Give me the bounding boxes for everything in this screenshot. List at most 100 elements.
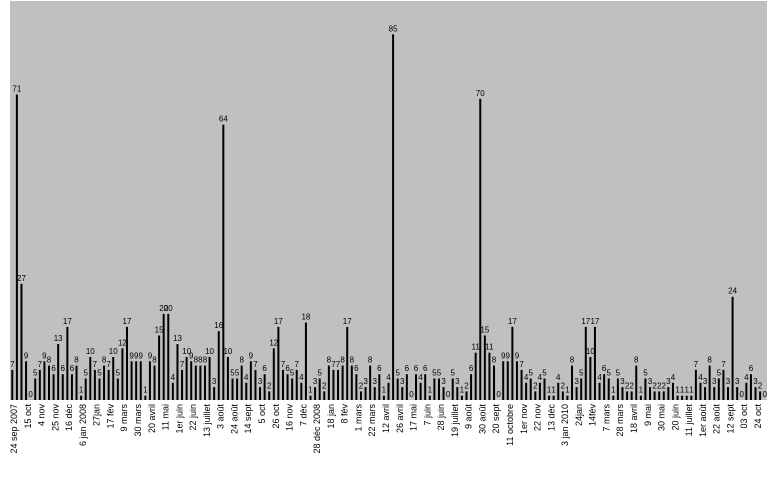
bar: [717, 378, 720, 400]
bar: [259, 387, 262, 400]
data-label: 13: [173, 334, 182, 343]
bar: [676, 395, 679, 400]
bar: [538, 382, 541, 400]
bar: [254, 369, 257, 400]
x-tick-labels-layer: 24 sep 2007 15 oct 4 nov 25 nov 16 déc 6 jan …: [9, 404, 763, 454]
data-label: 8: [327, 356, 332, 365]
x-tick-label: 22 août: [712, 404, 722, 435]
bar: [341, 365, 344, 400]
data-label: 10: [109, 347, 118, 356]
x-tick-label: 20 avril: [147, 404, 157, 433]
data-label: 7: [336, 360, 341, 369]
x-tick-label: 7 mars: [601, 404, 611, 432]
data-label: 0: [762, 390, 767, 399]
bar: [153, 365, 156, 400]
data-label: 2: [662, 381, 667, 390]
x-tick-label: 7 déc: [298, 404, 308, 427]
data-label: 3: [703, 377, 708, 386]
bar: [194, 365, 197, 400]
bar: [419, 382, 422, 400]
bar: [125, 326, 128, 400]
bar: [249, 361, 252, 400]
bar: [103, 365, 106, 400]
bar: [474, 352, 477, 400]
data-label: 7: [10, 360, 15, 369]
data-label: 5: [317, 368, 322, 377]
data-label: 18: [301, 313, 310, 322]
x-tick-label: 27jan: [92, 404, 102, 426]
bar: [112, 356, 115, 400]
bar: [424, 374, 427, 400]
data-label: 5: [97, 368, 102, 377]
data-label: 6: [377, 364, 382, 373]
data-label: 8: [368, 356, 373, 365]
bar: [364, 387, 367, 400]
bar: [176, 344, 179, 400]
bar: [561, 391, 564, 400]
bar: [621, 387, 624, 400]
bar: [34, 378, 37, 400]
bar: [43, 361, 46, 400]
data-label: 64: [219, 115, 228, 124]
data-label: 5: [290, 368, 295, 377]
bar: [359, 391, 362, 400]
bar: [566, 395, 569, 400]
data-label: 7: [180, 360, 185, 369]
x-tick-label: 1er août: [698, 404, 708, 438]
data-label: 0: [28, 390, 33, 399]
bar: [699, 382, 702, 400]
bar: [612, 395, 615, 400]
bar: [470, 374, 473, 400]
bar: [392, 34, 395, 401]
bar: [89, 356, 92, 400]
data-label: 4: [524, 373, 529, 382]
bar: [557, 382, 560, 400]
data-label: 6: [469, 364, 474, 373]
data-label: 8: [203, 356, 208, 365]
bar: [635, 365, 638, 400]
data-label: 4: [418, 373, 423, 382]
data-label: 6: [285, 364, 290, 373]
data-label: 9: [515, 351, 520, 360]
bar: [327, 365, 330, 400]
data-label: 5: [528, 368, 533, 377]
x-tick-label: 19 juillet: [450, 404, 460, 438]
data-label: 8: [47, 356, 52, 365]
bar: [369, 365, 372, 400]
data-label: 7: [93, 360, 98, 369]
x-tick-label: 3 jan 2010: [560, 404, 570, 446]
data-label: 12: [118, 338, 127, 347]
data-label: 8: [194, 356, 199, 365]
data-label: 17: [274, 317, 283, 326]
bar: [598, 382, 601, 400]
bar: [240, 365, 243, 400]
data-label: 5: [616, 368, 621, 377]
data-label: 4: [744, 373, 749, 382]
bar: [80, 395, 83, 400]
bar: [144, 395, 147, 400]
data-label: 0: [496, 390, 501, 399]
x-tick-label: 26 avril: [395, 404, 405, 433]
bar: [139, 361, 142, 400]
bar: [644, 378, 647, 400]
data-label: 8: [634, 356, 639, 365]
bar: [378, 374, 381, 400]
bar: [93, 369, 96, 400]
data-label: 2: [758, 381, 763, 390]
bar: [511, 326, 514, 400]
bar: [584, 326, 587, 400]
data-label: 9: [506, 351, 511, 360]
data-label: 17: [590, 317, 599, 326]
bar: [754, 387, 757, 400]
x-tick-label: 1er nov: [519, 404, 529, 435]
bar: [749, 374, 752, 400]
bar: [713, 387, 716, 400]
bar: [630, 391, 633, 400]
data-label: 3: [726, 377, 731, 386]
bar: [181, 369, 184, 400]
x-tick-label: 30 mai: [657, 404, 667, 431]
data-label: 1: [680, 386, 685, 395]
bar: [589, 356, 592, 400]
data-label: 3: [666, 377, 671, 386]
bar: [304, 322, 307, 400]
